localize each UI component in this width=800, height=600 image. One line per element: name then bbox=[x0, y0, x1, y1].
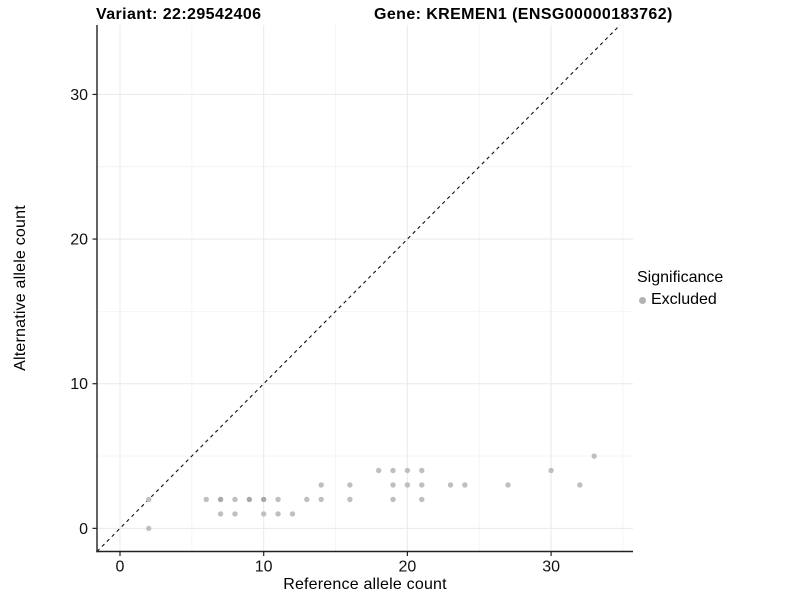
legend-title: Significance bbox=[637, 269, 724, 286]
data-point bbox=[419, 496, 425, 503]
data-point bbox=[146, 496, 152, 503]
data-point bbox=[289, 511, 296, 517]
data-point bbox=[260, 496, 267, 503]
data-point bbox=[275, 496, 281, 503]
data-point bbox=[419, 482, 425, 488]
data-point bbox=[217, 511, 224, 517]
data-point bbox=[203, 496, 209, 503]
data-point bbox=[591, 453, 597, 459]
gene-title: Gene: KREMEN1 (ENSG00000183762) bbox=[374, 6, 673, 23]
y-tick-label: 0 bbox=[79, 521, 88, 538]
x-tick-label: 20 bbox=[398, 559, 416, 576]
data-point bbox=[275, 511, 281, 517]
data-point bbox=[505, 482, 511, 488]
data-point bbox=[390, 482, 396, 488]
data-point bbox=[390, 467, 396, 474]
x-axis-title: Reference allele count bbox=[283, 576, 447, 593]
y-axis-title: Alternative allele count bbox=[12, 205, 29, 371]
data-point bbox=[447, 482, 454, 488]
data-point bbox=[390, 496, 396, 503]
y-tick-label: 10 bbox=[70, 376, 88, 393]
legend-item-excluded: Excluded bbox=[637, 291, 723, 309]
data-point bbox=[419, 467, 425, 474]
y-tick-label: 20 bbox=[70, 232, 88, 249]
x-tick-label: 10 bbox=[255, 559, 273, 576]
data-point bbox=[462, 482, 468, 488]
data-point bbox=[375, 467, 382, 474]
data-point bbox=[260, 511, 267, 517]
data-point bbox=[232, 511, 238, 517]
data-point bbox=[577, 482, 583, 488]
data-point bbox=[548, 467, 554, 474]
legend-item-label: Excluded bbox=[651, 291, 717, 308]
data-point bbox=[217, 496, 224, 503]
y-tick-label: 30 bbox=[70, 87, 88, 104]
legend: Significance Excluded bbox=[637, 269, 723, 309]
data-point bbox=[146, 525, 152, 532]
excluded-dot-icon bbox=[639, 296, 646, 304]
data-point bbox=[304, 496, 310, 503]
data-point bbox=[232, 496, 238, 503]
data-point bbox=[246, 496, 253, 503]
identity-dashed-line bbox=[96, 24, 621, 552]
x-tick-label: 0 bbox=[116, 559, 125, 576]
data-point bbox=[347, 496, 353, 503]
x-tick-label: 30 bbox=[542, 559, 560, 576]
data-point bbox=[318, 496, 324, 503]
variant-title: Variant: 22:29542406 bbox=[96, 6, 262, 23]
data-point bbox=[318, 482, 324, 488]
data-point bbox=[404, 482, 411, 488]
data-point bbox=[404, 467, 411, 474]
data-point bbox=[347, 482, 353, 488]
